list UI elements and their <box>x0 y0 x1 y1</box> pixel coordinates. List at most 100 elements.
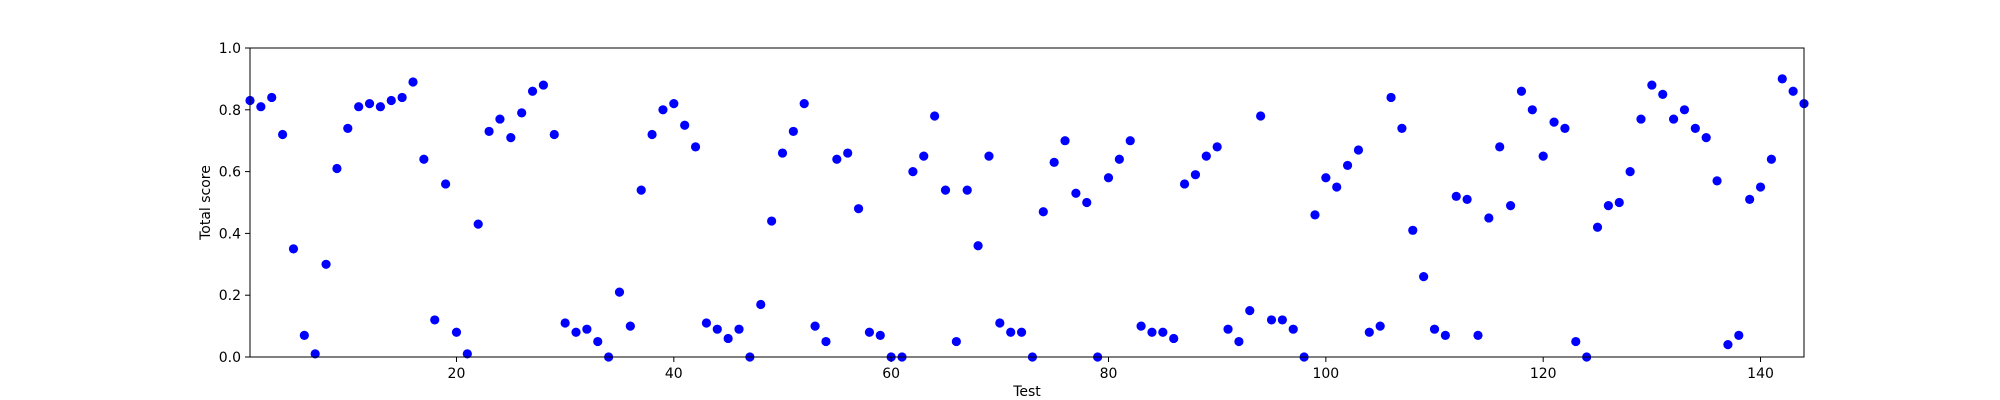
data-point <box>1429 324 1440 334</box>
data-point <box>1158 327 1168 337</box>
data-point <box>256 102 266 112</box>
data-point <box>1766 154 1776 164</box>
data-point <box>995 318 1005 328</box>
data-point <box>441 179 451 189</box>
data-point <box>1788 86 1798 96</box>
data-point <box>560 318 570 328</box>
data-point <box>332 163 342 174</box>
x-tick-label: 40 <box>665 366 683 382</box>
data-point <box>614 287 625 297</box>
data-point <box>593 336 603 347</box>
data-point <box>1353 145 1364 155</box>
data-point <box>690 142 701 152</box>
data-point <box>1408 225 1418 235</box>
data-point <box>1016 327 1027 337</box>
data-point <box>1668 114 1679 124</box>
data-point <box>267 92 277 103</box>
data-point <box>1734 330 1744 340</box>
data-point <box>1777 74 1787 84</box>
data-point <box>810 321 820 331</box>
data-point <box>1592 222 1603 232</box>
data-point <box>1006 327 1016 337</box>
data-point <box>864 327 875 337</box>
x-tick-label: 100 <box>1312 366 1339 382</box>
data-point <box>364 99 375 109</box>
y-tick-label: 1.0 <box>219 41 241 57</box>
data-point <box>788 126 798 137</box>
y-tick-label: 0.8 <box>219 103 241 119</box>
data-point <box>1603 200 1613 211</box>
data-point <box>1690 123 1700 133</box>
data-point <box>1462 194 1472 205</box>
data-point <box>1179 179 1190 189</box>
data-point <box>1114 154 1124 164</box>
data-point <box>1440 330 1450 340</box>
data-point <box>343 123 353 133</box>
data-point <box>517 108 527 118</box>
y-tick-label: 0.4 <box>219 226 241 242</box>
data-point <box>1071 188 1081 198</box>
data-point <box>647 129 657 140</box>
data-point <box>832 154 842 164</box>
data-point <box>506 133 516 143</box>
data-point <box>734 324 744 334</box>
data-point <box>625 321 635 331</box>
data-point <box>908 167 918 177</box>
x-axis-label: Test <box>1012 384 1041 400</box>
data-point <box>799 99 809 109</box>
data-point <box>1125 136 1135 146</box>
data-point <box>1321 173 1331 183</box>
data-point <box>821 336 831 347</box>
data-point <box>538 80 549 90</box>
data-point <box>473 219 483 229</box>
data-point <box>853 204 864 214</box>
data-point <box>984 151 994 161</box>
data-point <box>582 324 592 334</box>
y-axis-label: Total score <box>198 165 214 241</box>
data-point <box>712 324 722 334</box>
data-point <box>843 148 853 158</box>
y-tick-label: 0.6 <box>219 165 241 181</box>
data-point <box>1549 117 1559 127</box>
data-point <box>1310 210 1320 220</box>
data-point <box>462 349 472 359</box>
data-point <box>919 151 929 161</box>
data-point <box>1060 136 1070 146</box>
data-point <box>1136 321 1146 331</box>
y-tick-label: 0.0 <box>219 350 241 366</box>
data-point <box>1636 114 1646 124</box>
data-point <box>1190 170 1201 180</box>
data-point <box>1473 330 1483 340</box>
data-point <box>1538 151 1548 161</box>
data-point <box>1234 336 1244 347</box>
data-point <box>940 185 951 195</box>
data-point <box>636 185 646 195</box>
data-point <box>1266 315 1277 325</box>
data-point <box>1484 213 1494 223</box>
data-point <box>1679 105 1690 115</box>
data-point <box>571 327 581 337</box>
data-point <box>1375 321 1385 331</box>
data-point <box>1332 182 1342 192</box>
data-points <box>245 74 1809 362</box>
data-point <box>669 99 679 109</box>
data-point <box>549 129 559 140</box>
data-point <box>930 111 940 121</box>
data-point <box>321 259 331 269</box>
data-point <box>1277 315 1287 325</box>
data-point <box>495 114 505 124</box>
data-point <box>1256 111 1266 121</box>
data-point <box>658 105 668 115</box>
data-point <box>1712 176 1722 186</box>
data-point <box>1419 272 1429 282</box>
data-point <box>278 129 288 140</box>
data-point <box>1723 340 1733 350</box>
data-point <box>1288 324 1298 334</box>
data-point <box>723 333 733 344</box>
data-point <box>1386 92 1396 103</box>
data-point <box>756 299 766 310</box>
data-point <box>419 154 429 164</box>
data-point <box>767 216 777 226</box>
data-point <box>1049 157 1059 167</box>
